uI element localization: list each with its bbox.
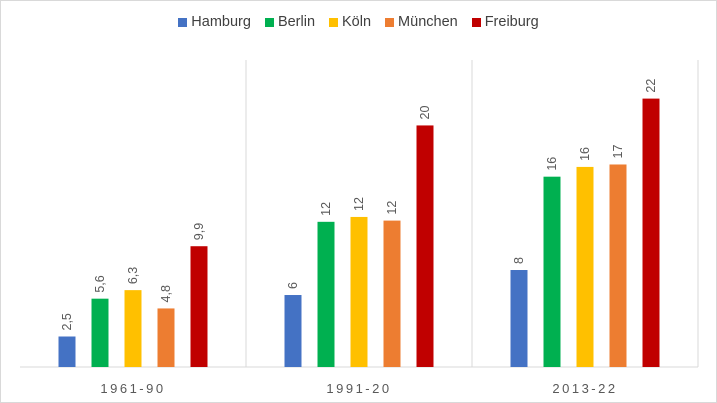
bar (416, 125, 434, 367)
data-label: 12 (319, 202, 333, 216)
bar (543, 176, 561, 367)
category-label: 1991-20 (326, 381, 391, 396)
data-label: 12 (352, 197, 366, 211)
bar (609, 164, 627, 367)
category-label: 2013-22 (552, 381, 617, 396)
bar (510, 270, 528, 367)
bar (642, 98, 660, 367)
legend: Hamburg Berlin Köln München Freiburg (0, 14, 717, 30)
legend-swatch (385, 17, 395, 27)
data-label: 6 (286, 282, 300, 289)
bar (190, 246, 208, 367)
legend-label: Berlin (277, 14, 316, 30)
legend-label: Hamburg (191, 14, 251, 30)
data-label: 12 (385, 201, 399, 215)
data-label: 9,9 (192, 223, 206, 240)
bar (317, 221, 335, 367)
legend-item: Berlin (264, 14, 316, 30)
legend-item: Köln (329, 14, 371, 30)
data-label: 17 (611, 145, 625, 159)
legend-swatch (178, 17, 188, 27)
legend-label: München (398, 14, 458, 30)
legend-swatch (329, 17, 339, 27)
data-label: 20 (418, 105, 432, 119)
category-label: 1961-90 (100, 381, 165, 396)
data-label: 2,5 (60, 313, 74, 330)
data-label: 6,3 (126, 267, 140, 284)
legend-item: Freiburg (471, 14, 539, 30)
legend-swatch (264, 17, 274, 27)
legend-swatch (471, 17, 481, 27)
legend-item: München (385, 14, 458, 30)
bar (58, 336, 76, 367)
legend-item: Hamburg (178, 14, 251, 30)
data-label: 5,6 (93, 275, 107, 292)
bar (157, 308, 175, 367)
bar (576, 166, 594, 367)
bar (91, 298, 109, 367)
data-label: 8 (512, 257, 526, 264)
data-label: 16 (545, 157, 559, 171)
bar (350, 216, 368, 367)
legend-label: Köln (342, 14, 372, 30)
data-label: 16 (578, 147, 592, 161)
legend-label: Freiburg (484, 14, 539, 30)
data-label: 22 (644, 79, 658, 93)
bar (284, 295, 302, 367)
bar (124, 290, 142, 367)
bar (383, 220, 401, 367)
data-label: 4,8 (159, 285, 173, 302)
